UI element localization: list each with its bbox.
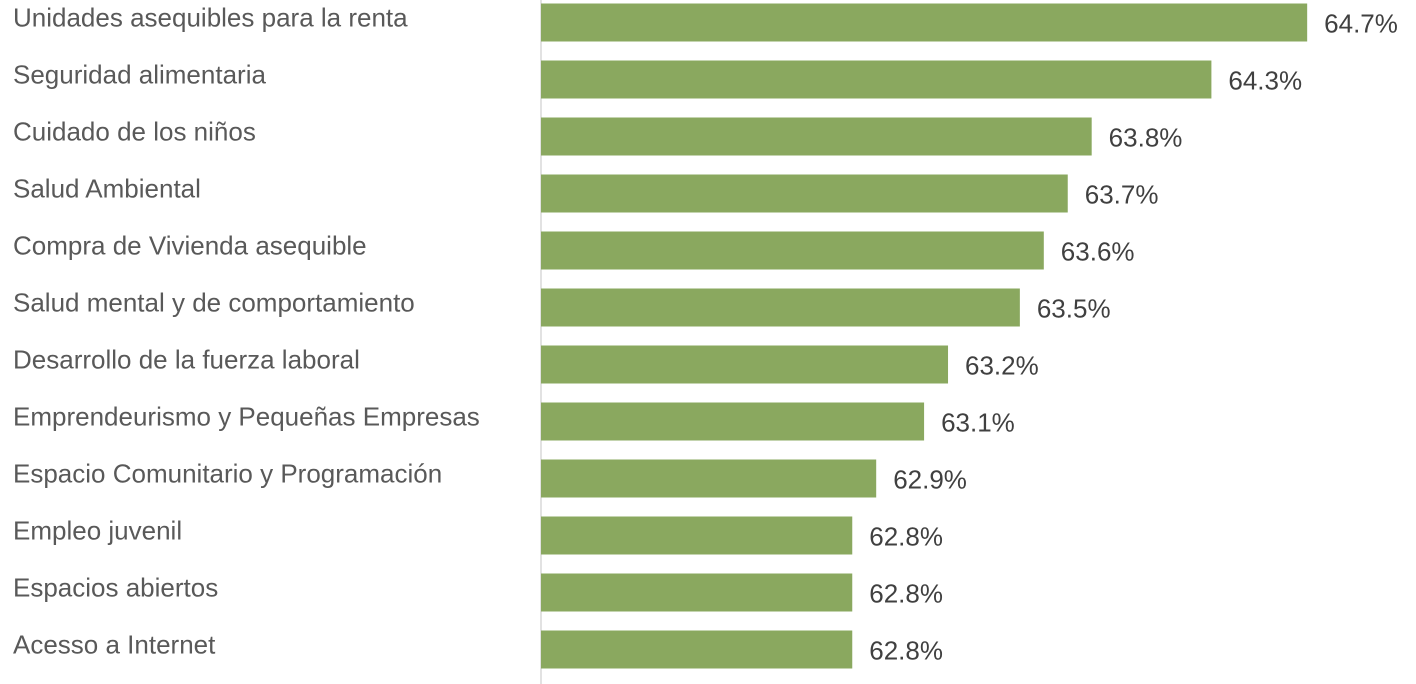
data-label: 63.6%	[1061, 236, 1135, 266]
category-label: Desarrollo de la fuerza laboral	[13, 344, 360, 374]
data-label: 64.7%	[1324, 8, 1398, 38]
category-label: Seguridad alimentaria	[13, 59, 266, 89]
bar	[541, 345, 949, 384]
bar	[541, 3, 1308, 42]
category-label: Espacio Comunitario y Programación	[13, 458, 442, 488]
category-label: Empleo juvenil	[13, 515, 182, 545]
bar	[541, 288, 1020, 327]
category-label: Espacios abiertos	[13, 572, 218, 602]
bar	[541, 459, 877, 498]
data-label: 62.9%	[893, 464, 967, 494]
data-label: 63.1%	[941, 407, 1015, 437]
category-label: Acesso a Internet	[13, 629, 216, 659]
bar	[541, 117, 1092, 156]
bar	[541, 573, 853, 612]
category-label: Unidades asequibles para la renta	[13, 2, 408, 32]
data-label: 64.3%	[1228, 65, 1302, 95]
category-label: Cuidado de los niños	[13, 116, 256, 146]
bar	[541, 231, 1044, 270]
category-label: Emprendeurismo y Pequeñas Empresas	[13, 401, 480, 431]
data-label: 63.2%	[965, 350, 1039, 380]
bar	[541, 174, 1068, 213]
data-label: 62.8%	[869, 635, 943, 665]
bar	[541, 630, 853, 669]
data-label: 62.8%	[869, 578, 943, 608]
data-label: 63.7%	[1085, 179, 1159, 209]
bar	[541, 60, 1212, 99]
data-label: 62.8%	[869, 521, 943, 551]
data-label: 63.5%	[1037, 293, 1111, 323]
bar	[541, 516, 853, 555]
category-label: Compra de Vivienda asequible	[13, 230, 367, 260]
category-label: Salud mental y de comportamiento	[13, 287, 415, 317]
category-label: Salud Ambiental	[13, 173, 201, 203]
bar	[541, 402, 925, 441]
data-label: 63.8%	[1109, 122, 1183, 152]
